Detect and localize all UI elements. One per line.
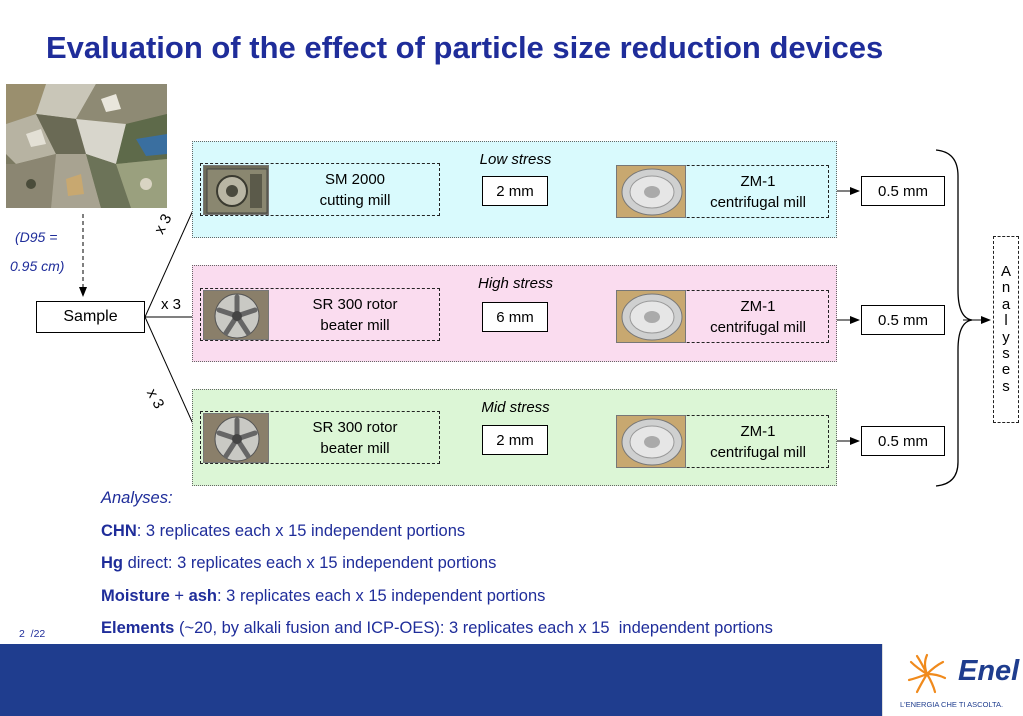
centrifugal-mill-box: ZM-1 centrifugal mill: [617, 165, 829, 218]
panel-title: High stress: [477, 275, 554, 292]
cutting-mill-photo: [203, 165, 269, 215]
notes-header: Analyses:: [101, 489, 173, 507]
footer-bar: [0, 644, 1023, 716]
sieve-size-box: 2 mm: [482, 425, 548, 455]
centrifugal-mill-photo: [616, 415, 686, 468]
cutting-mill-box: SM 2000 cutting mill: [200, 163, 440, 216]
analyses-letter: A: [1000, 262, 1011, 280]
sample-box: Sample: [36, 301, 145, 333]
enel-logo-area: [882, 644, 1023, 716]
panel-title: Low stress: [479, 151, 552, 168]
mill-label: SR 300 rotor beater mill: [312, 418, 398, 457]
mill-label: SR 300 rotor beater mill: [312, 295, 398, 334]
analyses-letter: s: [1002, 377, 1010, 395]
centrifugal-mill-photo: [616, 290, 686, 343]
rotor-beater-mill-box: SR 300 rotor beater mill: [200, 288, 440, 341]
note-bold: Elements: [101, 619, 175, 638]
centrifugal-mill-photo: [616, 165, 686, 218]
page-number: 2 /22: [19, 628, 46, 640]
note-bold: CHN: [101, 521, 137, 540]
sieve-size-box: 2 mm: [482, 176, 548, 206]
enel-tagline: L'ENERGIA CHE TI ASCOLTA.: [900, 700, 1004, 709]
output-size-box: 0.5 mm: [861, 305, 945, 335]
note-line-moisture: Moisture + ash: 3 replicates each x 15 i…: [101, 587, 773, 620]
mill-label: SM 2000 cutting mill: [319, 170, 391, 209]
note-line-elements: Elements (~20, by alkali fusion and ICP-…: [101, 619, 773, 652]
enel-logo-text: Enel: [958, 655, 1020, 687]
analyses-letter: e: [1001, 361, 1011, 379]
analyses-letter: n: [1001, 279, 1011, 297]
mill-label: ZM-1 centrifugal mill: [710, 297, 806, 336]
rotor-beater-mill-photo: [203, 413, 269, 463]
mill-label: ZM-1 centrifugal mill: [710, 422, 806, 461]
note-bold: Moisture: [101, 586, 170, 605]
branch-label-middle: x 3: [161, 296, 182, 313]
note-bold: Hg: [101, 554, 123, 573]
sieve-size-box: 6 mm: [482, 302, 548, 332]
enel-sun-icon: [907, 653, 947, 694]
analyses-letter: l: [1004, 312, 1008, 330]
note-text: : 3 replicates each x 15 independent por…: [217, 586, 546, 605]
mill-label: ZM-1 centrifugal mill: [710, 172, 806, 211]
note-mid: +: [169, 586, 189, 605]
analyses-letter: a: [1001, 295, 1011, 313]
centrifugal-mill-box: ZM-1 centrifugal mill: [617, 290, 829, 343]
output-size-box: 0.5 mm: [861, 426, 945, 456]
note-text: : 3 replicates each x 15 independent por…: [136, 521, 466, 540]
analyses-notes: Analyses: CHN: 3 replicates each x 15 in…: [101, 489, 773, 652]
note-line-hg: Hg direct: 3 replicates each x 15 indepe…: [101, 554, 773, 587]
rotor-beater-mill-box: SR 300 rotor beater mill: [200, 411, 440, 464]
rotor-beater-mill-photo: [203, 290, 269, 340]
waste-sample-photo: [6, 84, 167, 208]
analyses-letter: y: [1002, 328, 1010, 346]
note-text: direct: 3 replicates each x 15 independe…: [123, 554, 497, 573]
page-title: Evaluation of the effect of particle siz…: [46, 30, 884, 65]
note-bold: ash: [188, 586, 218, 605]
panel-title: Mid stress: [481, 399, 550, 416]
analyses-letter: s: [1002, 344, 1010, 362]
note-line-chn: CHN: 3 replicates each x 15 independent …: [101, 522, 773, 555]
analyses-vertical-box: A n a l y s e s: [993, 236, 1019, 423]
d95-label-line1: (D95 =: [15, 229, 58, 245]
note-text: (~20, by alkali fusion and ICP-OES): 3 r…: [174, 619, 773, 638]
centrifugal-mill-box: ZM-1 centrifugal mill: [617, 415, 829, 468]
output-size-box: 0.5 mm: [861, 176, 945, 206]
d95-label-line2: 0.95 cm): [10, 258, 65, 274]
